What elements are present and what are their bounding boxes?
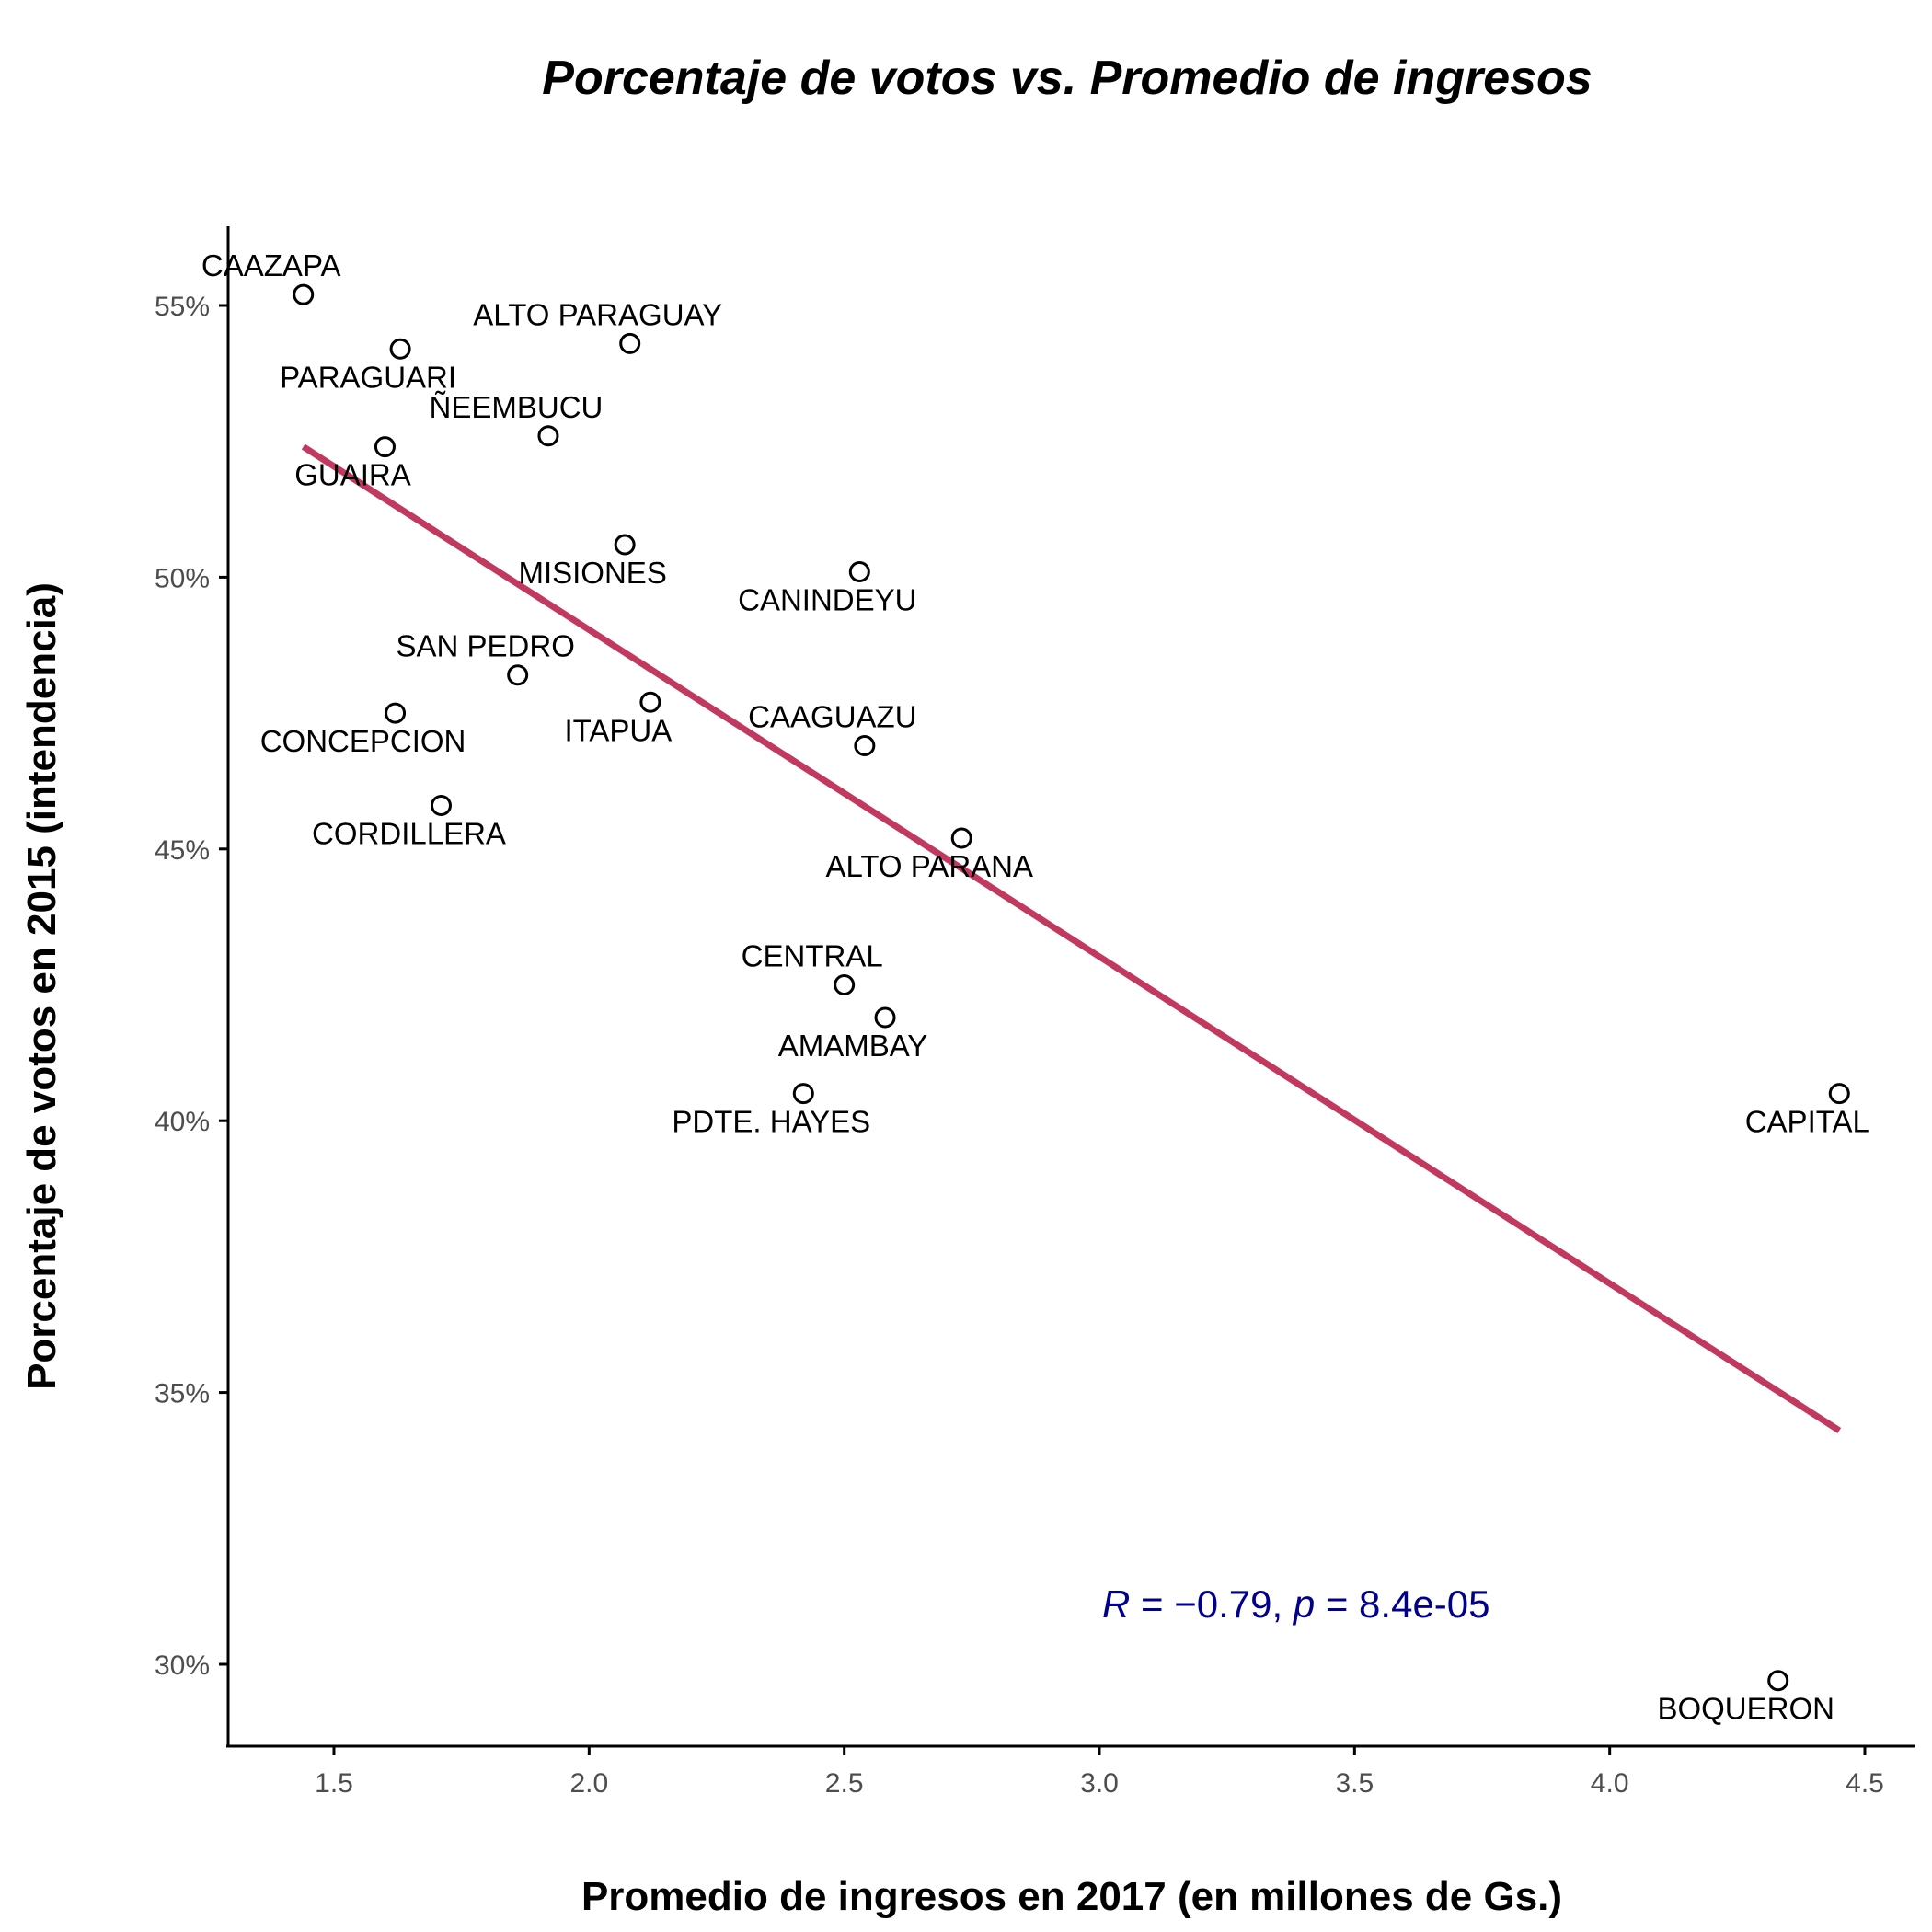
- point-label: CAAZAPA: [201, 248, 341, 282]
- data-point: [385, 702, 407, 724]
- y-axis-title: Porcentaje de votos en 2015 (intendencia…: [19, 582, 64, 1390]
- data-point: [389, 338, 411, 360]
- point-label: PARAGUARI: [280, 360, 456, 394]
- y-tick-label: 35%: [155, 1379, 210, 1409]
- data-point: [537, 425, 559, 447]
- r-value: = −0.79,: [1130, 1582, 1293, 1626]
- x-tick-label: 2.0: [569, 1768, 608, 1799]
- x-tick-label: 4.5: [1846, 1768, 1884, 1799]
- y-tick-label: 50%: [155, 563, 210, 593]
- x-axis-ticks: 1.5 2.0 2.5 3.0 3.5 4.0 4.5: [315, 1746, 1884, 1799]
- point-label: CANINDEYU: [738, 582, 916, 616]
- point-label: ITAPUA: [565, 713, 673, 747]
- point-label: SAN PEDRO: [396, 629, 574, 663]
- data-point: [848, 560, 870, 582]
- data-point: [614, 534, 636, 556]
- point-label: PDTE. HAYES: [672, 1105, 870, 1139]
- r-symbol: R: [1102, 1582, 1130, 1626]
- y-tick-label: 55%: [155, 292, 210, 322]
- data-point: [854, 735, 876, 757]
- data-point: [430, 795, 452, 817]
- point-label: AMAMBAY: [778, 1029, 928, 1063]
- x-tick-label: 1.5: [315, 1768, 353, 1799]
- data-point: [874, 1006, 896, 1029]
- point-label: ALTO PARANA: [825, 849, 1033, 883]
- point-label: CAAGUAZU: [748, 700, 916, 734]
- data-point: [950, 827, 972, 849]
- y-tick-label: 40%: [155, 1107, 210, 1137]
- point-label: BOQUERON: [1657, 1692, 1834, 1726]
- x-tick-label: 3.5: [1335, 1768, 1374, 1799]
- data-points-layer: [293, 283, 1850, 1692]
- y-axis-ticks: 30% 35% 40% 45% 50% 55%: [155, 292, 228, 1681]
- x-axis-title: Promedio de ingresos en 2017 (en millone…: [581, 1874, 1562, 1919]
- data-point: [1828, 1083, 1850, 1105]
- regression-line: [301, 443, 1842, 1433]
- point-label: CORDILLERA: [312, 817, 506, 851]
- x-tick-label: 3.0: [1080, 1768, 1119, 1799]
- point-label: ÑEEMBUCU: [430, 390, 604, 424]
- x-tick-label: 4.0: [1591, 1768, 1629, 1799]
- point-label: ALTO PARAGUAY: [473, 297, 722, 331]
- point-label: CAPITAL: [1745, 1105, 1869, 1139]
- y-tick-label: 45%: [155, 835, 210, 866]
- p-symbol: p: [1292, 1582, 1315, 1626]
- data-point: [507, 664, 529, 686]
- data-point: [639, 691, 661, 713]
- data-point: [619, 332, 641, 354]
- data-point: [374, 436, 396, 458]
- y-tick-label: 30%: [155, 1650, 210, 1681]
- chart-title: Porcentaje de votos vs. Promedio de ingr…: [542, 52, 1592, 105]
- correlation-annotation: R = −0.79, p = 8.4e-05: [1102, 1582, 1490, 1626]
- data-point: [293, 283, 315, 305]
- data-point: [834, 974, 856, 995]
- data-point: [792, 1083, 814, 1105]
- x-tick-label: 2.5: [825, 1768, 864, 1799]
- point-label: MISIONES: [518, 556, 666, 590]
- point-label: CONCEPCION: [260, 724, 466, 758]
- point-label: CENTRAL: [742, 939, 883, 973]
- regression-line-layer: [301, 443, 1842, 1433]
- data-point: [1767, 1670, 1789, 1692]
- point-label: GUAIRA: [294, 458, 411, 492]
- p-value: = 8.4e-05: [1315, 1582, 1489, 1626]
